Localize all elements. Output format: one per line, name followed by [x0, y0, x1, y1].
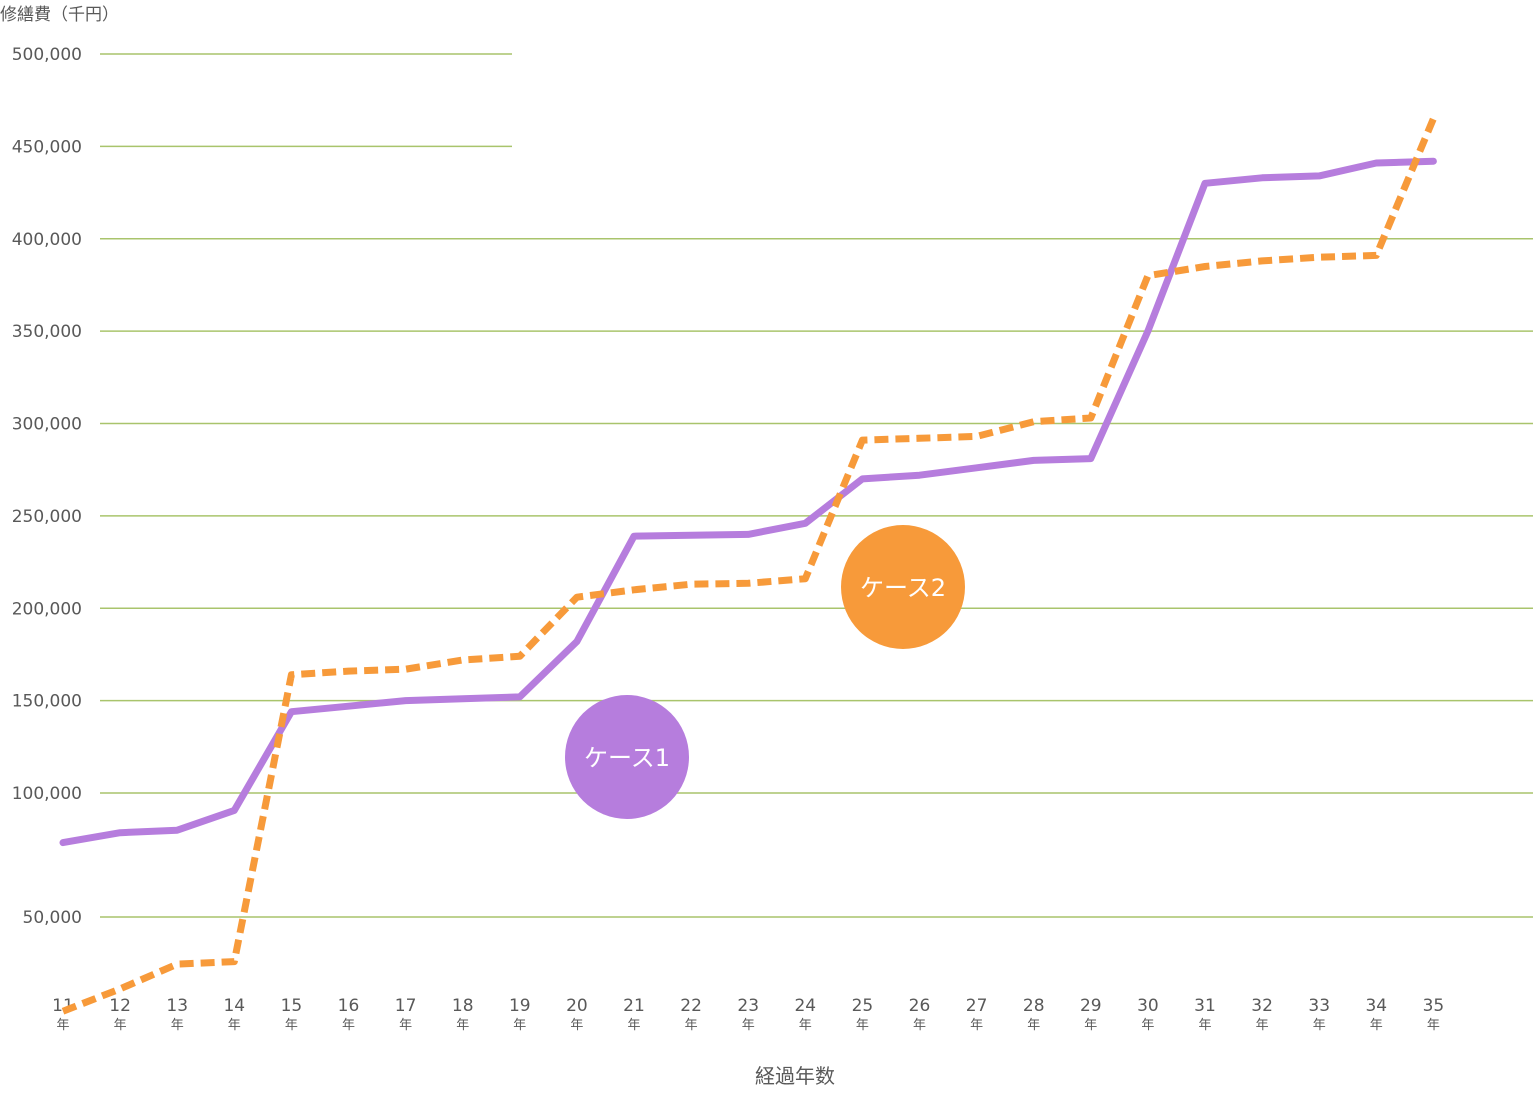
x-tick-unit: 年: [570, 1018, 583, 1033]
x-tick-label: 16: [338, 996, 360, 1016]
y-tick-label: 150,000: [12, 692, 82, 712]
x-tick-label: 15: [281, 996, 303, 1016]
x-tick-label: 22: [680, 996, 702, 1016]
y-tick-labels: 500,000 450,000 400,000 350,000 300,000 250,0…: [12, 45, 82, 928]
x-tick-unit: 年: [685, 1018, 698, 1033]
x-tick-label: 18: [452, 996, 474, 1016]
x-tick-unit: 年: [1141, 1018, 1154, 1033]
x-tick-label: 17: [395, 996, 417, 1016]
series-line: [59, 157, 1437, 847]
x-tick-label: 12: [109, 996, 131, 1016]
x-tick-unit: 年: [856, 1018, 869, 1033]
x-tick-label: 30: [1137, 996, 1159, 1016]
x-tick-unit: 年: [1198, 1018, 1211, 1033]
x-tick-label: 13: [166, 996, 188, 1016]
x-tick-unit: 年: [513, 1018, 526, 1033]
x-tick-label: 26: [909, 996, 931, 1016]
grid-lines: [100, 53, 1533, 918]
x-tick-label: 25: [852, 996, 874, 1016]
y-tick-label: 250,000: [12, 507, 82, 527]
series-lines: [59, 117, 1437, 1015]
y-tick-label: 350,000: [12, 322, 82, 342]
x-tick-unit: 年: [1027, 1018, 1040, 1033]
x-tick-label: 19: [509, 996, 531, 1016]
x-tick-unit: 年: [114, 1018, 127, 1033]
x-tick-label: 21: [623, 996, 645, 1016]
y-tick-label: 400,000: [12, 230, 82, 250]
y-axis-label: 修繕費（千円）: [0, 5, 119, 25]
x-tick-unit: 年: [285, 1018, 298, 1033]
x-tick-label: 34: [1365, 996, 1387, 1016]
y-tick-label: 500,000: [12, 45, 82, 65]
x-tick-label: 31: [1194, 996, 1216, 1016]
x-tick-unit: 年: [399, 1018, 412, 1033]
x-tick-label: 27: [966, 996, 988, 1016]
x-tick-unit: 年: [456, 1018, 469, 1033]
x-tick-label: 32: [1251, 996, 1273, 1016]
x-tick-label: 29: [1080, 996, 1102, 1016]
x-tick-label: 24: [794, 996, 816, 1016]
series-badge: [565, 695, 689, 819]
y-tick-label: 450,000: [12, 137, 82, 157]
series-badges: ケース1 ケース2: [565, 525, 965, 819]
series-badge-label: ケース2: [860, 574, 946, 602]
x-tick-unit: 年: [913, 1018, 926, 1033]
x-axis-label: 経過年数: [755, 1064, 835, 1088]
x-tick-unit: 年: [1370, 1018, 1383, 1033]
x-tick-unit: 年: [627, 1018, 640, 1033]
x-tick-unit: 年: [1256, 1018, 1269, 1033]
x-tick-label: 14: [223, 996, 245, 1016]
x-tick-label: 33: [1308, 996, 1330, 1016]
x-tick-unit: 年: [1313, 1018, 1326, 1033]
x-tick-unit: 年: [342, 1018, 355, 1033]
series-badge: [841, 525, 965, 649]
x-tick-label: 20: [566, 996, 588, 1016]
y-tick-label: 100,000: [12, 784, 82, 804]
x-tick-labels: 11年12年13年14年15年16年17年18年19年20年21年22年23年2…: [52, 996, 1444, 1033]
x-tick-unit: 年: [171, 1018, 184, 1033]
series-line: [61, 117, 1437, 1015]
x-tick-label: 35: [1423, 996, 1445, 1016]
y-tick-label: 200,000: [12, 599, 82, 619]
x-tick-unit: 年: [1084, 1018, 1097, 1033]
series-badge-label: ケース1: [584, 744, 670, 772]
x-tick-unit: 年: [56, 1018, 69, 1033]
x-tick-unit: 年: [742, 1018, 755, 1033]
y-tick-label: 50,000: [23, 908, 82, 928]
x-tick-label: 28: [1023, 996, 1045, 1016]
y-tick-label: 300,000: [12, 415, 82, 435]
x-tick-unit: 年: [228, 1018, 241, 1033]
x-tick-unit: 年: [1427, 1018, 1440, 1033]
x-tick-label: 23: [737, 996, 759, 1016]
x-tick-unit: 年: [970, 1018, 983, 1033]
x-tick-unit: 年: [799, 1018, 812, 1033]
